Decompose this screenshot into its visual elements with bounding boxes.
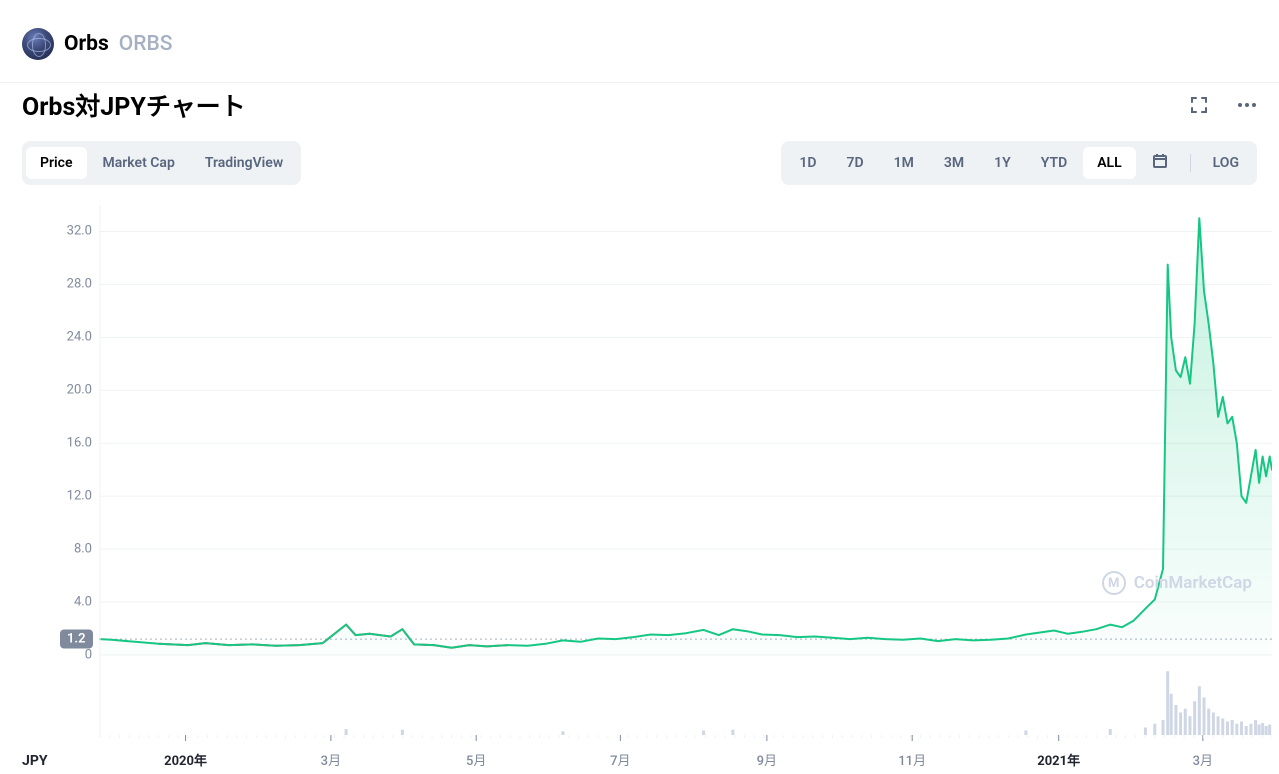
title-row: Orbs対JPYチャート <box>0 83 1279 123</box>
y-axis-label: 28.0 <box>67 277 92 292</box>
y-axis-label: 16.0 <box>67 436 92 451</box>
chart-toolbar: PriceMarket CapTradingView 1D7D1M3M1YYTD… <box>0 123 1279 195</box>
x-axis-label: 9月 <box>757 750 777 769</box>
view-tab-tradingview[interactable]: TradingView <box>191 147 297 179</box>
range-tab-1y[interactable]: 1Y <box>980 147 1025 179</box>
view-tab-market-cap[interactable]: Market Cap <box>89 147 189 179</box>
y-axis-label: 32.0 <box>67 224 92 239</box>
range-tab-3m[interactable]: 3M <box>930 147 978 179</box>
chart-title: Orbs対JPYチャート <box>22 87 246 123</box>
current-price-badge: 1.2 <box>60 630 93 649</box>
x-axis-label: 3月 <box>321 750 341 769</box>
view-segmented: PriceMarket CapTradingView <box>22 141 301 185</box>
orbs-logo-icon <box>22 28 54 60</box>
segment-divider <box>1190 154 1191 172</box>
more-icon[interactable] <box>1237 95 1257 115</box>
y-axis-label: 12.0 <box>67 489 92 504</box>
coin-name: Orbs <box>64 32 109 56</box>
range-tab-ytd[interactable]: YTD <box>1027 147 1081 179</box>
x-axis-label: 2020年 <box>164 750 207 769</box>
currency-label: JPY <box>22 753 48 769</box>
chart-container: 1.2 M CoinMarketCap JPY 04.08.012.016.02… <box>22 205 1272 765</box>
y-axis-label: 20.0 <box>67 383 92 398</box>
view-tab-price[interactable]: Price <box>26 147 87 179</box>
watermark-text: CoinMarketCap <box>1134 573 1252 593</box>
watermark-icon: M <box>1102 571 1126 595</box>
calendar-icon[interactable] <box>1138 145 1182 181</box>
range-tab-1m[interactable]: 1M <box>880 147 928 179</box>
range-tab-all[interactable]: ALL <box>1083 147 1135 179</box>
x-axis-label: 2021年 <box>1037 750 1080 769</box>
range-segmented: 1D7D1M3M1YYTDALL LOG <box>781 141 1257 185</box>
fullscreen-icon[interactable] <box>1189 95 1209 115</box>
coin-symbol: ORBS <box>119 32 173 56</box>
title-actions <box>1189 95 1257 115</box>
y-axis-label: 4.0 <box>74 595 92 610</box>
price-chart <box>22 205 1272 765</box>
y-axis-label: 0 <box>85 648 92 663</box>
y-axis-label: 24.0 <box>67 330 92 345</box>
x-axis-label: 11月 <box>898 750 926 769</box>
log-scale-button[interactable]: LOG <box>1199 147 1253 179</box>
range-tab-1d[interactable]: 1D <box>785 147 830 179</box>
x-axis-label: 7月 <box>610 750 630 769</box>
page-header: Orbs ORBS <box>0 0 1279 83</box>
x-axis-label: 3月 <box>1193 750 1213 769</box>
x-axis-label: 5月 <box>466 750 486 769</box>
watermark: M CoinMarketCap <box>1102 571 1252 595</box>
range-tab-7d[interactable]: 7D <box>833 147 878 179</box>
y-axis-label: 8.0 <box>74 542 92 557</box>
